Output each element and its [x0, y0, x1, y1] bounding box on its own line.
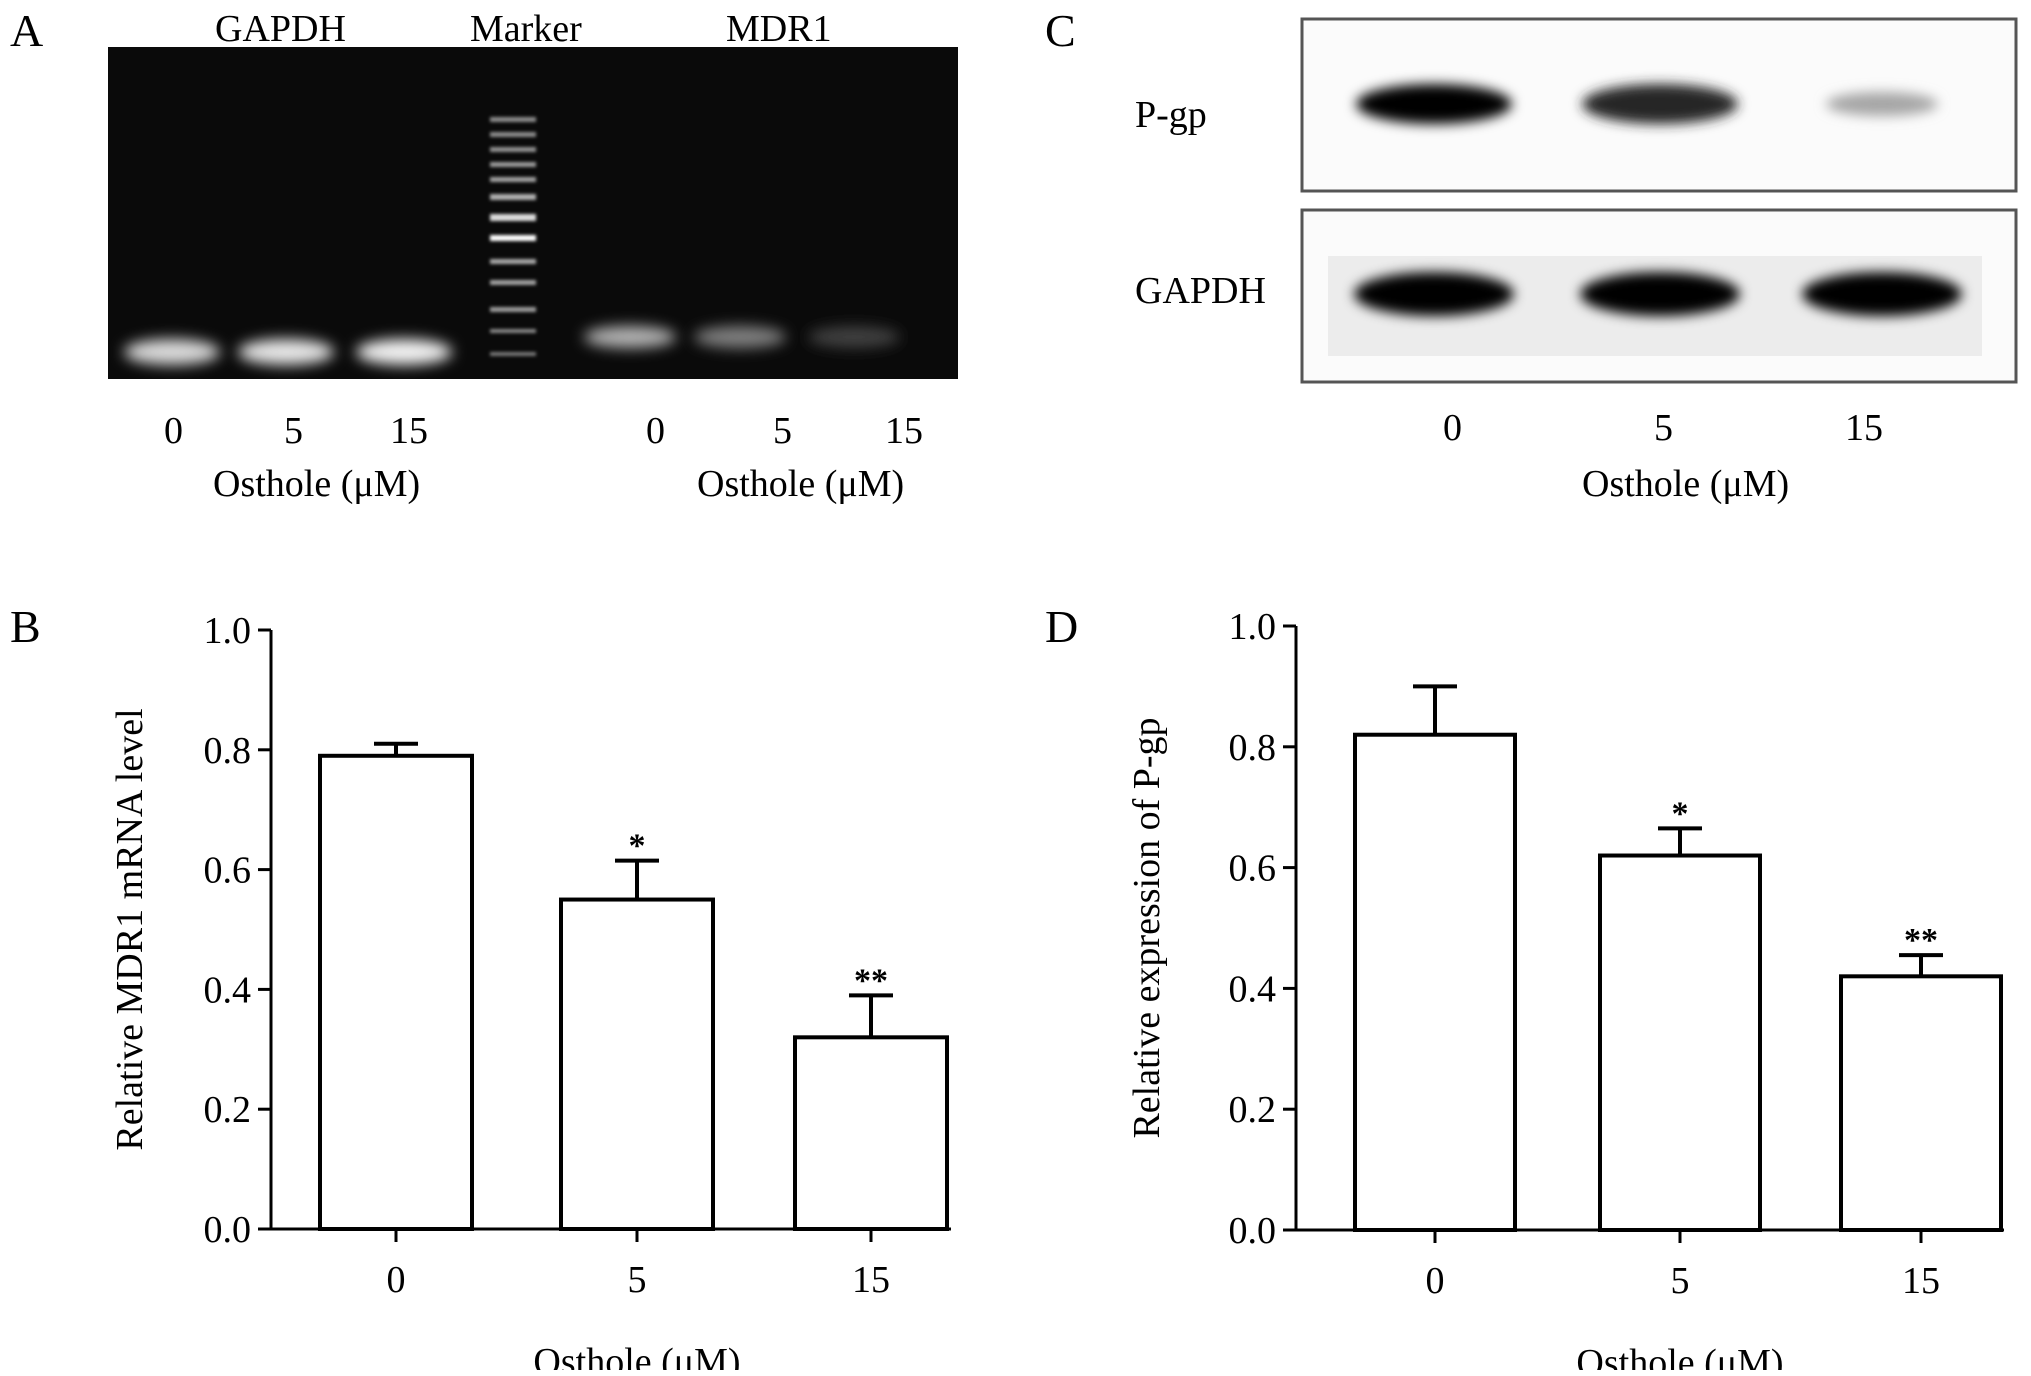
- blot-bands: [1354, 84, 1962, 316]
- chart-b-xtick-label-2: 15: [852, 1259, 890, 1301]
- blot-dose-0: 0: [1443, 407, 1462, 449]
- marker-gel-header: Marker: [470, 8, 582, 50]
- marker-ladder: [490, 117, 536, 356]
- mdr1-gel-header: MDR1: [726, 8, 832, 50]
- chart-b-ytick-label-3: 0.6: [204, 850, 252, 892]
- chart-d-xtick-label-0: 0: [1426, 1260, 1445, 1302]
- blot-osthole-label: Osthole (μM): [1582, 463, 1790, 505]
- gapdh-gel-band-0: [124, 339, 220, 365]
- chart-d-bar-1: [1598, 853, 1762, 1232]
- chart-d-significance-1: *: [1672, 795, 1689, 832]
- gapdh-dose-0: 0: [164, 410, 183, 452]
- mdr1-osthole-label: Osthole (μM): [697, 463, 905, 505]
- chart-b-y-axis-title: Relative MDR1 mRNA level: [109, 708, 151, 1150]
- chart-b-ytick-label-0: 0.0: [204, 1209, 252, 1251]
- blot-dose-5: 5: [1654, 407, 1673, 449]
- blot-dose-15: 15: [1845, 407, 1883, 449]
- chart-b-significance-2: **: [854, 962, 888, 999]
- western-blot-image: [1300, 17, 2018, 384]
- gel-background: [108, 47, 958, 379]
- panel-b-letter: B: [10, 601, 41, 652]
- mdr1-gel-band-2: [808, 326, 900, 348]
- mdr1-dose-15: 15: [885, 410, 923, 452]
- panel-c-letter: C: [1045, 5, 1076, 56]
- chart-b-ytick-label-4: 0.8: [204, 730, 252, 772]
- gapdh-gel-band-2: [356, 339, 452, 365]
- chart-d-ytick-label-3: 0.6: [1229, 848, 1277, 890]
- chart-d-xtick-label-1: 5: [1671, 1260, 1690, 1302]
- mdr1-dose-0: 0: [646, 410, 665, 452]
- chart-d-x-axis-title: Osthole (μM): [1576, 1342, 1783, 1370]
- gapdh-dose-5: 5: [284, 410, 303, 452]
- gel-bands: [124, 326, 900, 365]
- agarose-gel-image: [108, 47, 958, 379]
- mdr1-dose-5: 5: [773, 410, 792, 452]
- gapdh-dose-15: 15: [390, 410, 428, 452]
- chart-d-bar-2: [1839, 974, 2003, 1232]
- chart-b-ytick-label-2: 0.4: [204, 969, 252, 1011]
- chart-b-bar-2: [793, 1035, 949, 1231]
- chart-b-x-axis-title: Osthole (μM): [533, 1341, 740, 1370]
- pgp-row-label: P-gp: [1135, 94, 1207, 136]
- pgp-blot-band-0: [1356, 84, 1512, 124]
- gapdh-blot-band-0: [1354, 272, 1514, 316]
- mdr1-gel-band-1: [694, 326, 786, 348]
- pgp-blot-band-2: [1826, 92, 1938, 116]
- panel-d-letter: D: [1045, 601, 1079, 652]
- chart-b-significance-1: *: [629, 828, 646, 865]
- mdr1-mrna-bar-chart: 0.0 0.2 0.4 0.6 0.8 1.0 0 5 * 15 ** Osthole (μM) Rel…: [109, 610, 951, 1370]
- gapdh-gel-header: GAPDH: [215, 8, 346, 50]
- chart-d-ytick-label-0: 0.0: [1229, 1210, 1277, 1252]
- gapdh-osthole-label: Osthole (μM): [213, 463, 421, 505]
- gapdh-blot-band-2: [1802, 272, 1962, 316]
- chart-d-xtick-label-2: 15: [1902, 1260, 1940, 1302]
- chart-d-ytick-label-5: 1.0: [1229, 606, 1277, 648]
- chart-d-y-axis-title: Relative expression of P-gp: [1126, 717, 1168, 1138]
- gapdh-blot-band-1: [1580, 272, 1740, 316]
- mdr1-gel-band-0: [584, 326, 676, 348]
- chart-d-ytick-label-4: 0.8: [1229, 727, 1277, 769]
- chart-b-ytick-label-1: 0.2: [204, 1089, 252, 1131]
- panel-a-letter: A: [10, 5, 44, 56]
- chart-d-ytick-label-1: 0.2: [1229, 1089, 1277, 1131]
- pgp-blot-band-1: [1582, 84, 1738, 124]
- chart-b-xtick-label-1: 5: [628, 1259, 647, 1301]
- chart-b-bar-1: [559, 897, 715, 1231]
- chart-d-bar-0: [1353, 732, 1517, 1232]
- pgp-expression-bar-chart: 0.0 0.2 0.4 0.6 0.8 1.0 0 5 * 15 ** Osthole (μM) Rel…: [1126, 606, 2004, 1370]
- chart-b-bar-0: [318, 753, 474, 1231]
- chart-b-ytick-label-5: 1.0: [204, 610, 252, 652]
- gapdh-gel-band-1: [238, 339, 334, 365]
- chart-d-significance-2: **: [1904, 922, 1938, 959]
- gapdh-row-label: GAPDH: [1135, 270, 1266, 312]
- chart-b-xtick-label-0: 0: [387, 1259, 406, 1301]
- chart-d-ytick-label-2: 0.4: [1229, 968, 1277, 1010]
